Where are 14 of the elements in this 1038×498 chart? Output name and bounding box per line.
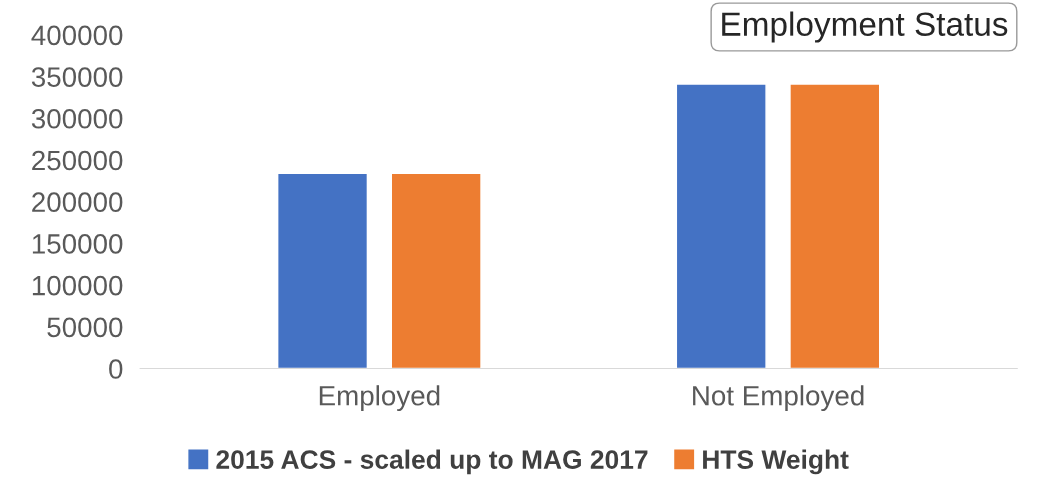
y-tick-label: 300000 (31, 108, 123, 129)
y-tick-label: 150000 (32, 234, 123, 254)
y-tick-label: 400000 (31, 25, 123, 46)
y-tick-label: 100000 (32, 275, 123, 296)
y-tick-label: 250000 (32, 150, 123, 171)
y-tick-label: 50000 (47, 317, 123, 338)
y-tick-label: 350000 (31, 67, 123, 87)
x-tick-label: Not Employed (693, 385, 864, 412)
chart-title: Employment Status (722, 11, 1008, 43)
y-tick-label: 200000 (32, 192, 123, 213)
y-tick-label: 0 (109, 359, 123, 379)
legend-label: HTS Weight (703, 449, 849, 475)
x-tick-label: Employed (319, 385, 440, 412)
legend-label: 2015 ACS - scaled up to MAG 2017 (216, 449, 648, 475)
